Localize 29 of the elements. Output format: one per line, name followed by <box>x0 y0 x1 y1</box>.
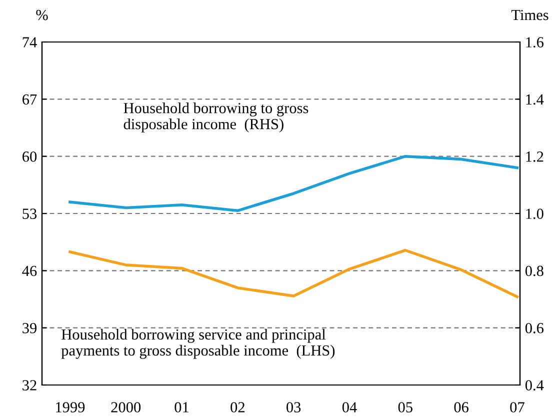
y-axis-title: % <box>36 10 48 20</box>
annotation: Household borrowing service and principal payments to gross disposable income (LHS) <box>61 328 335 359</box>
y-tick-label: 60 <box>22 151 37 162</box>
line-series <box>68 248 519 298</box>
y2-tick-label: 1.4 <box>526 94 544 105</box>
y-tick-label: 46 <box>22 266 37 276</box>
x-tick-label: 04 <box>342 402 357 412</box>
y2-tick-label: 1.6 <box>526 37 544 48</box>
y-tick-label: 53 <box>22 208 37 219</box>
x-tick-label: 07 <box>510 402 524 412</box>
line-series <box>68 154 519 212</box>
y2-tick-label: 0.6 <box>525 322 544 334</box>
x-tick-label: 02 <box>230 402 244 412</box>
y2-tick-label: 1.2 <box>526 152 544 162</box>
y-tick-label: 39 <box>22 323 37 334</box>
x-tick-label: 1999 <box>56 402 85 412</box>
y2-tick-label: 0.8 <box>525 266 544 276</box>
y2-axis-title: Times <box>511 10 548 20</box>
y2-tick-label: 1.0 <box>526 208 544 220</box>
x-tick-label: 01 <box>174 402 188 412</box>
y2-tick-label: 0.4 <box>525 380 544 391</box>
y-tick-label: 32 <box>22 380 36 390</box>
y-tick-label: 67 <box>22 94 37 105</box>
annotation: Household borrowing to gross disposable income (RHS) <box>124 102 308 132</box>
x-tick-label: 06 <box>454 402 468 412</box>
x-tick-label: 03 <box>286 402 301 412</box>
x-tick-label: 05 <box>398 402 412 412</box>
y-tick-label: 74 <box>22 37 37 48</box>
x-tick-label: 2000 <box>111 402 141 412</box>
